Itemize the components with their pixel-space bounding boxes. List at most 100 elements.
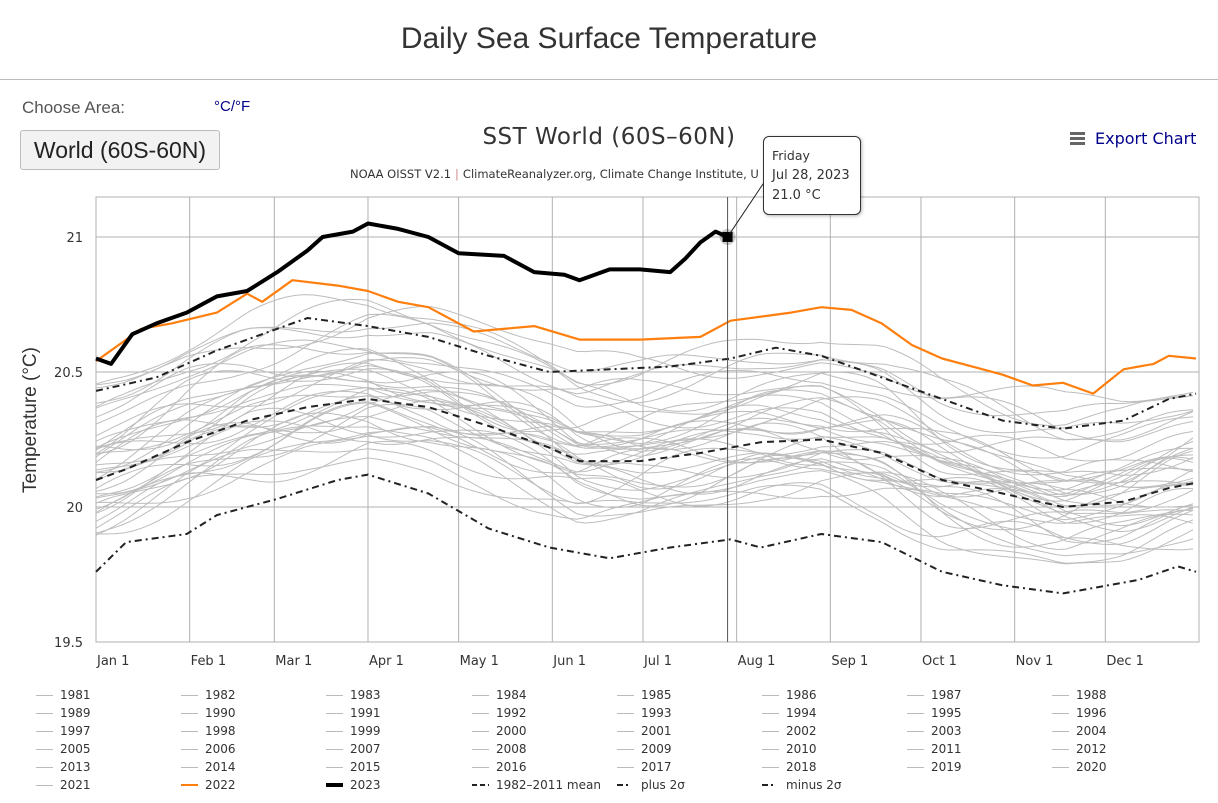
unit-toggle-link[interactable]: °C/°F [214, 98, 251, 115]
series-line-2004 [95, 364, 1194, 506]
legend-label: plus 2σ [641, 778, 685, 792]
series-line-2013 [95, 359, 1194, 462]
legend-swatch-icon [1052, 748, 1069, 750]
legend-item[interactable]: 2008 [472, 742, 527, 756]
legend-label: 2003 [931, 724, 962, 738]
legend-item[interactable]: 1998 [181, 724, 236, 738]
legend-item[interactable]: 2022 [181, 778, 236, 792]
legend-item[interactable]: 2023 [326, 778, 381, 792]
legend-item[interactable]: 1983 [326, 688, 381, 702]
legend-item[interactable]: 1993 [617, 706, 672, 720]
subtitle-credit: ClimateReanalyzer.org, Climate Change In… [462, 167, 759, 181]
legend-item[interactable]: 1996 [1052, 706, 1107, 720]
gray-year-lines [95, 294, 1194, 565]
legend-item[interactable]: 2021 [36, 778, 91, 792]
legend-item[interactable]: 1999 [326, 724, 381, 738]
series-line-2023 [95, 221, 729, 366]
legend-item[interactable]: 2020 [1052, 760, 1107, 774]
series-line-2018 [95, 313, 1194, 443]
series-line-2011 [95, 375, 1194, 496]
legend-item[interactable]: 1986 [762, 688, 817, 702]
legend-swatch-icon [36, 748, 53, 750]
x-tick-label: Apr 1 [369, 654, 404, 669]
legend-item[interactable]: 2005 [36, 742, 91, 756]
legend-item[interactable]: 2018 [762, 760, 817, 774]
legend-item[interactable]: 1982–2011 mean [472, 778, 601, 792]
series-line-2003 [95, 368, 1194, 496]
legend-swatch-icon [472, 730, 489, 732]
legend-item[interactable]: plus 2σ [617, 778, 685, 792]
legend-swatch-icon [762, 694, 779, 696]
legend-label: 1991 [350, 706, 381, 720]
legend-item[interactable]: 1995 [907, 706, 962, 720]
legend-item[interactable]: 2010 [762, 742, 817, 756]
legend-item[interactable]: 2001 [617, 724, 672, 738]
legend-item[interactable]: 1981 [36, 688, 91, 702]
legend-item[interactable]: 1988 [1052, 688, 1107, 702]
series-line-plus-2- [95, 317, 1197, 430]
legend-label: 1986 [786, 688, 817, 702]
legend-swatch-icon [907, 748, 924, 750]
legend-item[interactable]: 2009 [617, 742, 672, 756]
legend-item[interactable]: 1989 [36, 706, 91, 720]
series-line-2008 [95, 395, 1194, 507]
series-line-1999 [95, 387, 1194, 533]
legend-swatch-icon [326, 766, 343, 768]
legend-label: 1982–2011 mean [496, 778, 601, 792]
tooltip-date: Jul 28, 2023 [772, 168, 850, 183]
legend-item[interactable]: 2003 [907, 724, 962, 738]
legend-item[interactable]: minus 2σ [762, 778, 842, 792]
highlight-lines [95, 221, 1197, 595]
legend-swatch-icon [472, 694, 489, 696]
legend-item[interactable]: 1992 [472, 706, 527, 720]
legend-item[interactable]: 2017 [617, 760, 672, 774]
legend-item[interactable]: 2000 [472, 724, 527, 738]
legend-item[interactable]: 2012 [1052, 742, 1107, 756]
legend-item[interactable]: 2019 [907, 760, 962, 774]
legend-item[interactable]: 1987 [907, 688, 962, 702]
legend-item[interactable]: 2002 [762, 724, 817, 738]
legend-swatch-icon [1052, 766, 1069, 768]
legend-item[interactable]: 2013 [36, 760, 91, 774]
y-tick-label: 19.5 [54, 636, 83, 651]
legend-label: 2002 [786, 724, 817, 738]
legend-swatch-icon [617, 694, 634, 696]
x-tick-label: Dec 1 [1106, 654, 1144, 669]
series-line-2014 [95, 357, 1194, 454]
legend-item[interactable]: 1994 [762, 706, 817, 720]
legend-label: 2023 [350, 778, 381, 792]
series-line-1981 [95, 426, 1194, 551]
legend-label: 1982 [205, 688, 236, 702]
legend-item[interactable]: 2015 [326, 760, 381, 774]
legend-label: 2018 [786, 760, 817, 774]
legend-label: 1981 [60, 688, 91, 702]
legend-swatch-icon [617, 712, 634, 714]
legend-item[interactable]: 1984 [472, 688, 527, 702]
subtitle-separator: | [455, 167, 459, 181]
legend-item[interactable]: 1997 [36, 724, 91, 738]
legend-label: 2008 [496, 742, 527, 756]
chart-title: SST World (60S–60N) [482, 124, 736, 150]
tooltip-connector [729, 177, 768, 235]
legend-item[interactable]: 2004 [1052, 724, 1107, 738]
export-chart-button[interactable]: Export Chart [1070, 129, 1196, 148]
legend-item[interactable]: 2006 [181, 742, 236, 756]
grid [95, 196, 1200, 643]
legend-item[interactable]: 2011 [907, 742, 962, 756]
series-line-2019 [95, 305, 1194, 403]
legend-item[interactable]: 1991 [326, 706, 381, 720]
legend-item[interactable]: 2016 [472, 760, 527, 774]
x-tick-label: May 1 [460, 654, 499, 669]
legend-label: 2000 [496, 724, 527, 738]
legend-item[interactable]: 2007 [326, 742, 381, 756]
area-select-button[interactable]: World (60S-60N) [20, 130, 220, 170]
legend-item[interactable]: 1990 [181, 706, 236, 720]
legend-item[interactable]: 1982 [181, 688, 236, 702]
legend-swatch-icon [617, 748, 634, 750]
legend-item[interactable]: 2014 [181, 760, 236, 774]
legend-label: 1995 [931, 706, 962, 720]
legend-label: 2004 [1076, 724, 1107, 738]
legend-item[interactable]: 1985 [617, 688, 672, 702]
legend-label: 2022 [205, 778, 236, 792]
